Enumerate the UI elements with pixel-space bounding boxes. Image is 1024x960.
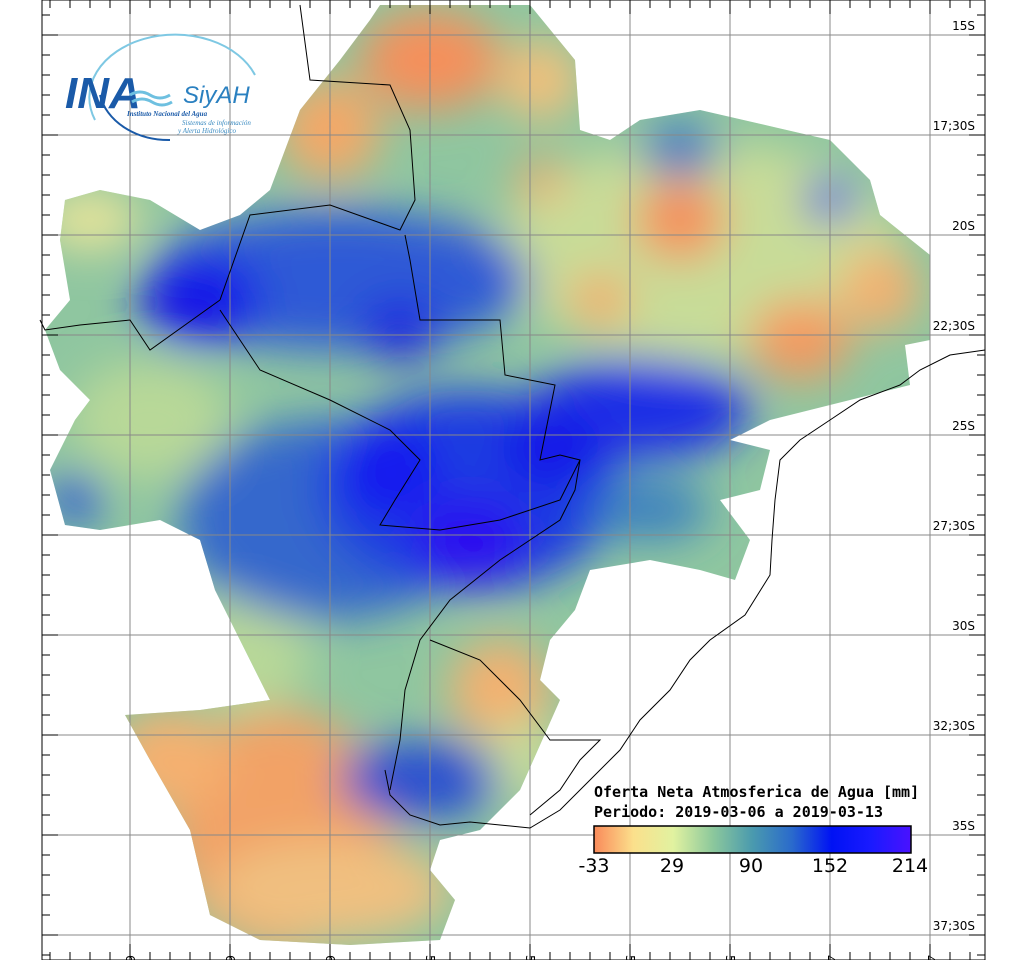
logo-system-line2: y Alerta Hidrológico bbox=[177, 127, 236, 135]
longitude-label: 50W bbox=[723, 955, 737, 960]
latitude-label: 25S bbox=[952, 419, 975, 433]
legend-title: Oferta Neta Atmosferica de Agua [mm] bbox=[594, 783, 919, 801]
longitude-labels: 65W 62;30W 60W 57;30W 55W 52;30W 50W 47;30W 45W bbox=[123, 955, 937, 960]
axis-ticks bbox=[42, 0, 985, 960]
legend: Oferta Neta Atmosferica de Agua [mm] Per… bbox=[578, 783, 928, 877]
longitude-label: 47;30W bbox=[823, 955, 837, 960]
latitude-label: 22;30S bbox=[933, 319, 975, 333]
longitude-label: 52;30W bbox=[623, 955, 637, 960]
longitude-label: 45W bbox=[923, 955, 937, 960]
border-arg-brazil bbox=[389, 459, 581, 791]
latitude-label: 17;30S bbox=[933, 119, 975, 133]
latitude-label: 37;30S bbox=[933, 919, 975, 933]
graticule bbox=[42, 0, 985, 960]
colorbar-tick: 29 bbox=[660, 855, 684, 877]
border-uruguay bbox=[429, 639, 602, 816]
logo-system: SiyAH bbox=[183, 82, 250, 109]
latitude-label: 32;30S bbox=[933, 719, 975, 733]
border-paraguay bbox=[39, 299, 221, 351]
logo-institute: Instituto Nacional del Agua bbox=[126, 110, 208, 118]
latitude-label: 30S bbox=[952, 619, 975, 633]
latitude-labels: 15S 17;30S 20S 22;30S 25S 27;30S 30S 32;30S 35S 3… bbox=[933, 19, 975, 933]
latitude-label: 35S bbox=[952, 819, 975, 833]
latitude-label: 27;30S bbox=[933, 519, 975, 533]
colorbar-tick: 214 bbox=[892, 855, 928, 877]
ina-siyah-logo: INA SiyAH Instituto Nacional del Agua Si… bbox=[65, 33, 256, 142]
border-bolivia-brazil bbox=[219, 4, 416, 301]
colorbar-tick: -33 bbox=[578, 855, 609, 877]
legend-period: Periodo: 2019-03-06 a 2019-03-13 bbox=[594, 803, 883, 821]
colorbar bbox=[593, 825, 912, 854]
map-frame bbox=[41, 0, 986, 960]
border-arg-paraguay bbox=[219, 234, 581, 531]
longitude-label: 57;30W bbox=[423, 955, 437, 960]
colorbar-tick: 90 bbox=[739, 855, 763, 877]
latitude-label: 15S bbox=[952, 19, 975, 33]
colorbar-tick: 152 bbox=[812, 855, 848, 877]
longitude-label: 60W bbox=[323, 955, 337, 960]
latitude-label: 20S bbox=[952, 219, 975, 233]
logo-system-line1: Sistemas de información bbox=[182, 119, 251, 127]
longitude-label: 65W bbox=[123, 955, 137, 960]
longitude-label: 55W bbox=[523, 955, 537, 960]
political-borders bbox=[39, 4, 986, 829]
logo-acronym: INA bbox=[65, 69, 141, 118]
longitude-label: 62;30W bbox=[223, 955, 237, 960]
coastline bbox=[384, 349, 986, 829]
